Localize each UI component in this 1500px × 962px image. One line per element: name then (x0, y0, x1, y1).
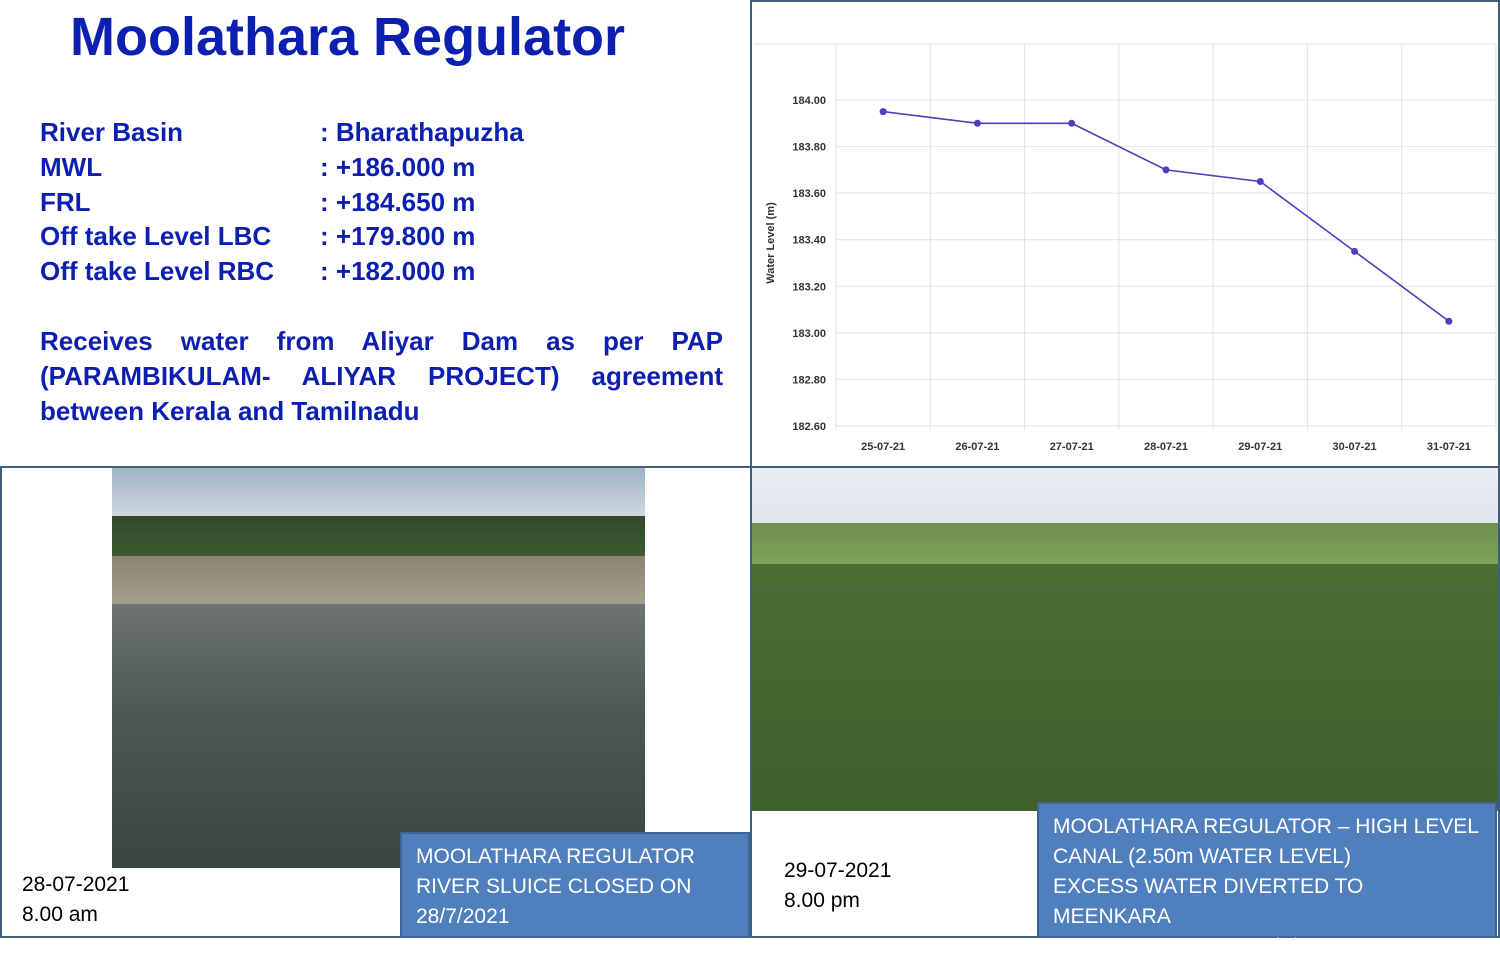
caption-line: 28/7/2021 (416, 905, 510, 928)
photo-caption: MOOLATHARA REGULATOR RIVER SLUICE CLOSED… (400, 832, 750, 938)
photo-timestamp: 28-07-2021 8.00 am (22, 870, 129, 930)
data-point (1351, 247, 1359, 255)
photo-caption: MOOLATHARA REGULATOR – HIGH LEVEL CANAL … (1037, 802, 1497, 958)
spec-row: FRL : +184.650 m (40, 185, 524, 220)
y-tick-label: 183.80 (792, 142, 826, 154)
spec-label: Off take Level LBC (40, 221, 272, 252)
x-tick-label: 25-07-21 (861, 441, 905, 453)
y-tick-label: 183.40 (792, 235, 826, 247)
spec-value: : +184.650 m (320, 186, 476, 217)
river-sluice-photo (112, 468, 645, 868)
series-line (883, 110, 1450, 322)
caption-line: MOOLATHARA REGULATOR – HIGH LEVEL (1053, 815, 1479, 838)
data-point (973, 119, 981, 127)
x-tick-label: 30-07-21 (1333, 441, 1377, 453)
high-level-canal-photo (752, 468, 1498, 811)
photo-time: 8.00 am (22, 903, 98, 926)
spec-value: : +179.800 m (320, 221, 476, 252)
data-point (1256, 178, 1264, 185)
photo-date: 29-07-2021 (784, 859, 892, 882)
description: Receives water from Aliyar Dam as per PA… (40, 326, 723, 426)
spec-value: : +186.000 m (320, 151, 476, 182)
x-tick-label: 28-07-21 (1144, 441, 1188, 453)
data-point (1445, 317, 1453, 325)
x-tick-label: 29-07-21 (1238, 441, 1282, 453)
spec-label: MWL (40, 151, 103, 182)
photo-date: 28-07-2021 (22, 873, 130, 896)
caption-line: RIVER SLUICE CLOSED ON (416, 875, 692, 898)
x-tick-label: 26-07-21 (955, 441, 999, 453)
spec-row: Off take Level RBC : +182.000 m (40, 254, 524, 289)
spec-list: River Basin : Bharathapuzha MWL : +186.0… (40, 115, 524, 289)
caption-line: EXCESS WATER DIVERTED TO MEENKARA (1053, 875, 1364, 928)
spec-row: Off take Level LBC : +179.800 m (40, 219, 524, 254)
data-point (879, 108, 887, 116)
spec-row: MWL : +186.000 m (40, 150, 524, 185)
spec-value: : Bharathapuzha (320, 117, 524, 147)
water-level-chart: 182.60 182.80 183.00 183.20 183.40 183.60 183.… (754, 43, 1497, 453)
spec-value: : +182.000 m (320, 256, 476, 287)
y-tick-label: 183.60 (792, 188, 826, 200)
spec-row: River Basin : Bharathapuzha (40, 115, 524, 150)
y-tick-label: 184.00 (792, 95, 826, 107)
photo-time: 8.00 pm (784, 889, 860, 912)
data-point (1162, 166, 1170, 174)
y-axis-label: Water Level (m) (765, 202, 777, 284)
spec-label: River Basin (40, 117, 184, 147)
caption-line: MOOLATHARA REGULATOR (416, 845, 695, 868)
spec-label: Off take Level RBC (40, 256, 275, 287)
data-point (1068, 119, 1076, 127)
y-tick-label: 183.20 (792, 281, 826, 293)
y-tick-label: 182.60 (792, 421, 826, 433)
caption-line: CANAL (2.50m WATER LEVEL) (1053, 845, 1351, 868)
y-tick-label: 183.00 (792, 328, 826, 340)
y-tick-label: 182.80 (792, 374, 826, 386)
x-tick-label: 27-07-21 (1050, 441, 1094, 453)
spec-label: FRL (40, 186, 91, 217)
x-tick-label: 31-07-21 (1427, 441, 1471, 453)
photo-timestamp: 29-07-2021 8.00 pm (784, 856, 891, 916)
caption-line: RESERVOIR FROM 17/7/2021 ONWARDS (1053, 935, 1458, 958)
page-title: Moolathara Regulator (70, 7, 626, 67)
